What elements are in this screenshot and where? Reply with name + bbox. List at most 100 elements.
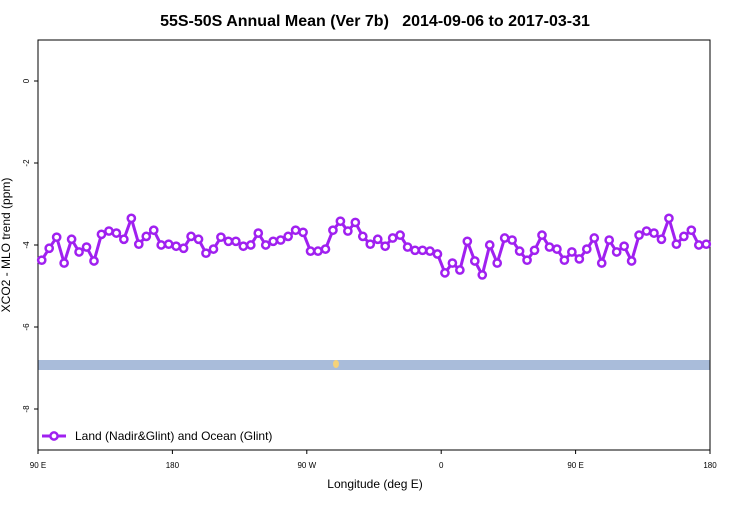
data-point (432, 249, 443, 259)
data-point (223, 236, 234, 247)
data-point (51, 232, 62, 243)
data-point (529, 245, 540, 256)
data-point (313, 246, 323, 256)
y-axis-title: XCO2 - MLO trend (ppm) (0, 178, 13, 313)
data-point (641, 226, 652, 236)
data-point (671, 239, 682, 250)
data-point (402, 242, 413, 252)
x-tick-label: 180 (166, 461, 180, 470)
data-point (686, 225, 697, 236)
data-point (66, 234, 77, 245)
data-point (425, 246, 435, 256)
data-point (320, 244, 331, 254)
data-point (36, 255, 47, 266)
data-point (275, 235, 286, 245)
data-point (477, 270, 488, 280)
data-point (522, 255, 532, 266)
data-point (126, 213, 137, 224)
data-point (447, 258, 458, 268)
data-point (305, 246, 316, 256)
data-point (357, 231, 368, 242)
data-point (335, 216, 346, 227)
data-point (417, 245, 428, 256)
data-point (701, 239, 712, 250)
data-point (343, 226, 353, 236)
data-point (81, 242, 92, 252)
data-point (395, 230, 405, 241)
data-point (574, 254, 585, 264)
data-point (611, 247, 622, 257)
data-point (656, 234, 667, 245)
data-point (74, 247, 84, 257)
data-point (514, 246, 525, 256)
data-point (350, 217, 361, 228)
map-strip (38, 360, 710, 370)
data-point (619, 241, 629, 252)
data-point (268, 236, 279, 247)
legend-marker (49, 431, 59, 441)
x-tick-label: 90 E (30, 461, 46, 470)
data-point (626, 256, 637, 266)
data-point (552, 244, 562, 254)
data-point (328, 225, 338, 236)
data-point (469, 256, 480, 266)
data-point (589, 233, 600, 243)
data-point (604, 235, 615, 245)
data-point (216, 232, 226, 243)
data-point (104, 226, 114, 236)
data-point (111, 228, 122, 238)
data-point (507, 235, 517, 245)
y-tick-label: -4 (22, 241, 31, 249)
chart-title: 55S-50S Annual Mean (Ver 7b) 2014-09-06 … (160, 13, 590, 30)
data-point (89, 256, 99, 266)
data-point (596, 258, 607, 268)
land-blob (333, 360, 339, 368)
data-point (119, 234, 129, 245)
data-point (455, 265, 465, 275)
data-point (440, 268, 450, 278)
data-point (171, 241, 181, 252)
data-point (141, 231, 152, 242)
data-point (96, 229, 107, 240)
data-point (163, 239, 174, 250)
y-tick-label: -8 (22, 405, 31, 413)
data-point (298, 227, 308, 238)
data-point (290, 225, 301, 236)
data-point (544, 242, 555, 252)
data-point (283, 231, 293, 242)
data-point (260, 240, 271, 250)
x-tick-label: 180 (703, 461, 717, 470)
x-tick-label: 90 E (567, 461, 583, 470)
data-point (372, 234, 383, 245)
x-axis-title: Longitude (deg E) (327, 477, 422, 491)
data-point (193, 234, 204, 245)
data-point (462, 236, 473, 247)
data-point (499, 233, 510, 243)
data-point (208, 244, 219, 254)
data-point (201, 248, 211, 259)
data-point (567, 247, 577, 257)
data-point (492, 258, 503, 268)
data-point (649, 228, 659, 238)
data-point (245, 240, 256, 250)
data-point (380, 241, 391, 252)
data-point (664, 213, 674, 224)
data-point (238, 241, 249, 252)
data-point (693, 240, 704, 250)
legend-label: Land (Nadir&Glint) and Ocean (Glint) (75, 429, 272, 443)
data-point (679, 231, 689, 242)
data-point (559, 255, 570, 266)
data-point (148, 225, 159, 236)
y-tick-label: 0 (22, 78, 31, 83)
data-point (634, 230, 644, 241)
y-tick-label: -2 (22, 159, 31, 167)
data-point (156, 240, 167, 250)
data-point (410, 245, 420, 256)
data-point (365, 239, 376, 250)
data-point (186, 231, 196, 242)
data-point (133, 239, 144, 250)
data-point (44, 243, 55, 254)
data-point (178, 243, 189, 254)
